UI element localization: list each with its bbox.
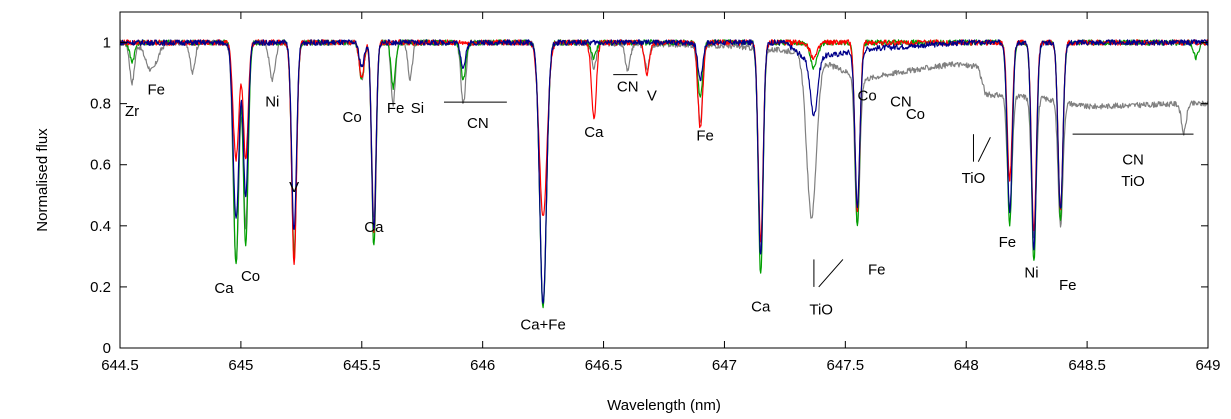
line-label: Ca: [364, 219, 384, 236]
line-label: Fe: [387, 100, 405, 117]
x-tick-label: 646.5: [585, 357, 623, 374]
y-tick-label: 0: [103, 340, 111, 357]
line-label: Fe: [868, 262, 886, 279]
x-tick-label: 647: [712, 357, 737, 374]
line-label: CN: [617, 78, 639, 95]
line-label: Co: [241, 268, 260, 285]
line-label: Ca: [751, 298, 771, 315]
y-tick-label: 1: [103, 35, 111, 52]
line-label: Co: [343, 109, 362, 126]
x-tick-label: 645: [228, 357, 253, 374]
line-label: TiO: [1121, 173, 1145, 190]
line-label: V: [289, 179, 299, 196]
line-label: Fe: [696, 127, 714, 144]
x-tick-label: 646: [470, 357, 495, 374]
line-label: Ca: [584, 124, 604, 141]
annotation-lines: [443, 74, 1194, 288]
x-tick-label: 648.5: [1068, 357, 1106, 374]
line-label: CN: [890, 94, 912, 111]
line-label: Fe: [1059, 277, 1077, 294]
y-axis-title: Normalised flux: [34, 128, 51, 232]
spectrum-series-2: [119, 39, 1209, 265]
line-label: Co: [906, 106, 925, 123]
spectrum-series-0: [119, 39, 1209, 306]
line-label: V: [647, 88, 657, 105]
line-label: Ni: [1024, 265, 1038, 282]
y-tick-label: 0.4: [90, 218, 111, 235]
line-label: Co: [857, 88, 876, 105]
line-label: CN: [467, 115, 489, 132]
line-label: Zr: [125, 103, 139, 120]
line-label: Fe: [148, 81, 166, 98]
spectrum-series-1: [119, 39, 1209, 309]
x-tick-label: 644.5: [101, 357, 139, 374]
y-tick-label: 0.2: [90, 279, 111, 296]
y-tick-label: 0.8: [90, 96, 111, 113]
y-tick-label: 0.6: [90, 157, 111, 174]
x-tick-label: 648: [954, 357, 979, 374]
annotation-line: [977, 137, 991, 162]
x-tick-label: 647.5: [827, 357, 865, 374]
line-label: Si: [411, 100, 424, 117]
x-axis-title: Wavelength (nm): [607, 397, 721, 414]
spectrum-series-3: [119, 39, 1209, 304]
line-label: TiO: [809, 301, 833, 318]
x-tick-label: 649: [1195, 357, 1220, 374]
line-label: TiO: [962, 170, 986, 187]
line-label: Ca+Fe: [520, 317, 565, 334]
line-label: Ni: [265, 94, 279, 111]
x-tick-label: 645.5: [343, 357, 381, 374]
line-label: CN: [1122, 152, 1144, 169]
line-label: Ca: [214, 280, 234, 297]
annotation-line: [818, 259, 844, 288]
series-layer: [119, 39, 1209, 309]
line-label: Fe: [999, 234, 1017, 251]
annotation-labels: Zr Fe Ni V Ca Co Co Ca Fe Si CN Ca+Fe Ca CN V Fe Ca TiO Fe…: [125, 78, 1145, 333]
plot-frame: [119, 11, 1209, 349]
tick-layer: 644.5 645 645.5 646 646.5 647 647.5 648 648.5 649…: [90, 12, 1221, 374]
